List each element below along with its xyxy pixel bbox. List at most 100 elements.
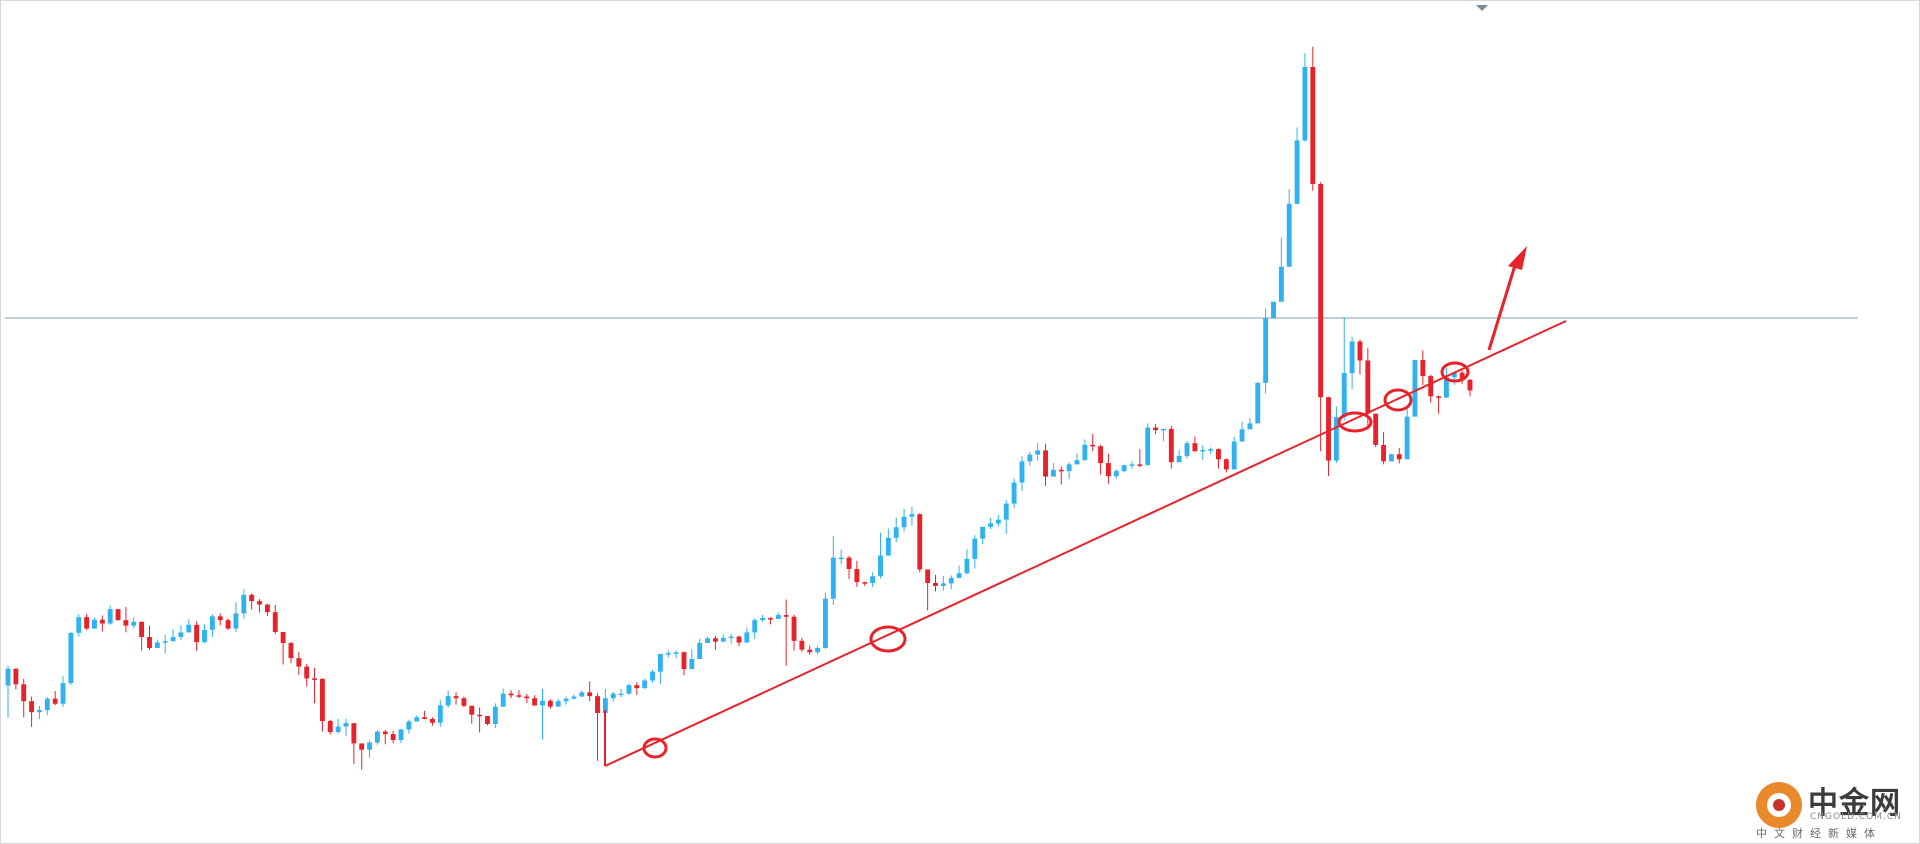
candle-body	[162, 641, 168, 643]
watermark-name: 中金网	[1808, 786, 1901, 821]
candles-group	[5, 46, 1473, 770]
candle-body	[752, 620, 758, 633]
candle-body	[52, 698, 58, 704]
candle-body	[650, 671, 655, 681]
candle-body	[917, 514, 923, 570]
candle-body	[186, 624, 192, 633]
candle-body	[689, 658, 695, 670]
candle-body	[681, 652, 687, 670]
candle-body	[532, 698, 538, 706]
candle-body	[437, 705, 443, 723]
candle-body	[925, 569, 931, 583]
candle-body	[257, 601, 262, 605]
candle-body	[1451, 372, 1457, 378]
candle-body	[1223, 459, 1229, 470]
candle-body	[1404, 416, 1410, 460]
candle-body	[1137, 464, 1143, 466]
candle-body	[1357, 341, 1363, 361]
candle-body	[846, 557, 852, 570]
candle-body	[657, 653, 663, 672]
candle-body	[1396, 454, 1402, 460]
candle-body	[1467, 379, 1473, 391]
candle-body	[1208, 449, 1214, 451]
candle-body	[1098, 446, 1104, 464]
candle-body	[233, 613, 239, 629]
candle-body	[194, 624, 200, 643]
candle-body	[634, 685, 640, 689]
candle-body	[492, 706, 498, 724]
candle-body	[697, 642, 703, 659]
up-arrow-head-icon	[1508, 246, 1527, 270]
candle-body	[225, 620, 231, 629]
candle-body	[1263, 318, 1269, 383]
candle-body	[799, 640, 805, 650]
watermark-domain: CNGOLD.COM.CN	[1810, 812, 1902, 822]
touch-circle-3	[1337, 411, 1373, 433]
candle-body	[940, 583, 946, 586]
candle-body	[288, 642, 294, 659]
candle-body	[948, 577, 954, 584]
candle-body	[783, 615, 789, 617]
scroll-marker-icon[interactable]	[1476, 5, 1488, 11]
candle-body	[1153, 427, 1159, 431]
candle-body	[202, 629, 207, 643]
candle-body	[768, 618, 773, 620]
candle-body	[587, 692, 593, 697]
candle-body	[870, 576, 876, 583]
candle-body	[854, 569, 860, 583]
candle-body	[1420, 360, 1426, 377]
candle-body	[21, 684, 27, 702]
candle-body	[791, 616, 797, 641]
candle-body	[1318, 183, 1324, 398]
candle-body	[1428, 376, 1434, 397]
candle-body	[705, 638, 710, 643]
candle-body	[1459, 372, 1465, 380]
candle-body	[838, 557, 844, 560]
candle-body	[374, 731, 380, 743]
candle-body	[327, 721, 333, 733]
candle-body	[312, 678, 317, 680]
candle-body	[547, 700, 553, 707]
touch-circle-5	[1440, 361, 1470, 383]
candle-body	[304, 666, 310, 679]
candle-body	[1168, 428, 1174, 463]
candle-body	[1192, 443, 1198, 452]
candle-body	[885, 537, 891, 556]
candle-body	[579, 692, 585, 697]
candle-body	[123, 620, 129, 626]
candle-body	[1176, 455, 1182, 463]
candle-body	[728, 636, 734, 639]
candle-body	[1388, 454, 1394, 462]
candle-body	[665, 653, 671, 655]
candle-body	[469, 705, 475, 715]
candle-body	[500, 693, 506, 707]
candle-body	[1294, 140, 1300, 204]
candle-body	[76, 617, 82, 633]
candle-body	[5, 668, 11, 686]
candle-body	[13, 668, 19, 685]
candle-body	[862, 582, 868, 584]
candle-body	[1302, 67, 1308, 141]
candle-body	[335, 726, 341, 733]
candle-body	[1184, 443, 1190, 456]
candle-body	[1278, 266, 1284, 302]
candle-body	[744, 632, 750, 643]
candle-body	[1090, 444, 1096, 447]
candle-body	[1216, 449, 1221, 460]
watermark-tagline: 中文财经新媒体	[1756, 827, 1882, 840]
candle-body	[555, 701, 561, 707]
candle-body	[296, 658, 302, 667]
support-trendline[interactable]	[604, 320, 1567, 767]
candle-body	[1113, 471, 1119, 477]
candle-body	[618, 693, 624, 696]
candle-body	[1145, 427, 1151, 466]
candle-body	[736, 636, 742, 643]
candle-body	[1035, 450, 1041, 455]
candle-body	[602, 698, 608, 714]
candle-body	[933, 582, 938, 586]
candle-body	[319, 678, 325, 722]
candle-body	[1161, 428, 1166, 431]
candle-body	[209, 616, 215, 630]
candle-body	[1129, 464, 1135, 466]
